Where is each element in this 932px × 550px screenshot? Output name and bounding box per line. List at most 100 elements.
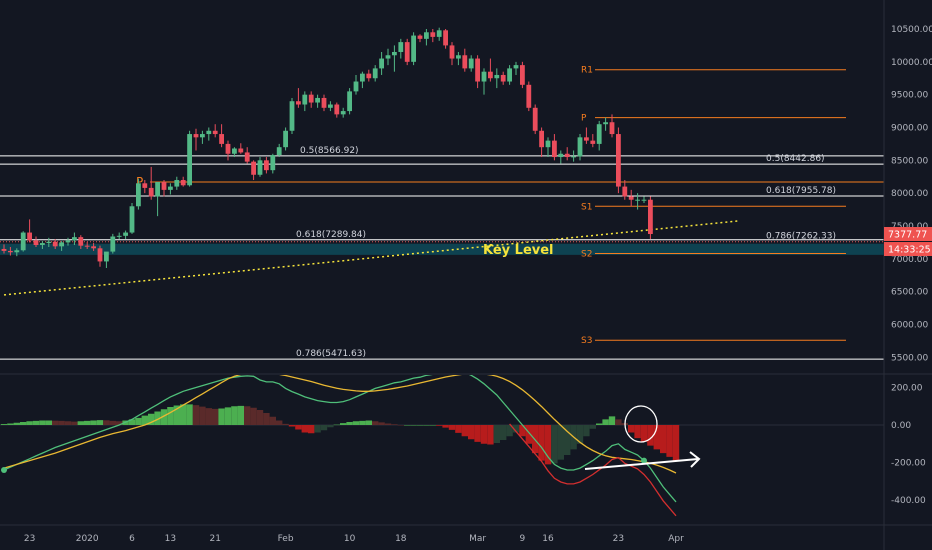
candle-body[interactable]: [500, 74, 506, 82]
price-axis[interactable]: 10500.00 10000.00 9500.00 9000.00 8500.00 800…: [884, 25, 932, 363]
candle-body[interactable]: [65, 240, 71, 243]
candle-body[interactable]: [494, 74, 500, 79]
candle-body[interactable]: [174, 180, 180, 187]
candle-body[interactable]: [72, 237, 77, 241]
candle-body[interactable]: [596, 124, 602, 144]
candle-body[interactable]: [398, 42, 404, 52]
candle-body[interactable]: [251, 161, 256, 175]
candle-body[interactable]: [616, 134, 621, 187]
candle-body[interactable]: [622, 186, 628, 197]
candle-body[interactable]: [84, 245, 90, 247]
candle-body[interactable]: [78, 237, 84, 246]
candle-body[interactable]: [104, 251, 109, 262]
candle-body[interactable]: [302, 94, 308, 105]
candle-body[interactable]: [148, 187, 154, 197]
time-axis[interactable]: 23 2020 6 13 21 Feb 10 18 Mar 9 16 23 Apr: [24, 534, 684, 544]
candle-body[interactable]: [648, 199, 653, 235]
candle-body[interactable]: [449, 45, 455, 59]
candle-body[interactable]: [468, 58, 474, 69]
candle-body[interactable]: [193, 134, 199, 138]
candle-body[interactable]: [142, 183, 148, 188]
candle-body[interactable]: [603, 122, 608, 125]
candle-body[interactable]: [40, 243, 45, 246]
candle-body[interactable]: [212, 130, 218, 135]
candle-body[interactable]: [532, 107, 538, 131]
candle-body[interactable]: [404, 42, 410, 62]
candle-body[interactable]: [436, 30, 442, 37]
candle-body[interactable]: [456, 55, 461, 59]
candle-body[interactable]: [283, 130, 288, 148]
candle-body[interactable]: [315, 97, 320, 103]
candle-body[interactable]: [366, 73, 372, 79]
candle-body[interactable]: [244, 152, 250, 162]
candle-body[interactable]: [46, 241, 52, 244]
candle-body[interactable]: [161, 181, 167, 190]
candle-body[interactable]: [481, 71, 487, 82]
candle-body[interactable]: [200, 134, 205, 138]
candle-body[interactable]: [545, 140, 551, 148]
candle-body[interactable]: [552, 140, 557, 158]
candle-body[interactable]: [539, 130, 544, 148]
candle-body[interactable]: [443, 30, 448, 46]
candle-body[interactable]: [353, 81, 359, 92]
candle-body[interactable]: [635, 199, 640, 201]
candle-body[interactable]: [411, 35, 416, 62]
candle-body[interactable]: [334, 104, 340, 115]
candle-body[interactable]: [52, 241, 58, 247]
candle-body[interactable]: [91, 246, 96, 249]
candle-body[interactable]: [321, 97, 327, 108]
candle-body[interactable]: [59, 242, 64, 247]
price-pane[interactable]: 0.5(8566.92) 0.618(7289.84) 0.786(5471.63)…: [0, 27, 884, 360]
candle-body[interactable]: [116, 235, 122, 237]
candle-body[interactable]: [20, 232, 26, 251]
candle-body[interactable]: [232, 148, 237, 154]
candle-body[interactable]: [360, 73, 365, 82]
candle-body[interactable]: [289, 101, 295, 131]
candle-body[interactable]: [628, 196, 634, 200]
candle-body[interactable]: [97, 248, 103, 262]
candle-body[interactable]: [641, 199, 647, 201]
oscillator-axis[interactable]: 200.00 0.00 -200.00 -400.00: [891, 384, 926, 507]
candle-body[interactable]: [27, 232, 32, 241]
oscillator-pane[interactable]: [0, 372, 884, 517]
candle-body[interactable]: [129, 206, 135, 233]
candle-body[interactable]: [462, 55, 468, 69]
candle-body[interactable]: [571, 156, 576, 158]
candle-body[interactable]: [136, 183, 141, 207]
candle-body[interactable]: [488, 71, 493, 79]
candle-body[interactable]: [168, 186, 173, 190]
candle-body[interactable]: [609, 122, 615, 135]
candle-body[interactable]: [187, 134, 192, 186]
candle-body[interactable]: [558, 153, 564, 158]
candle-body[interactable]: [424, 32, 429, 39]
candle-body[interactable]: [308, 94, 314, 103]
candle-body[interactable]: [33, 240, 39, 246]
candle-body[interactable]: [577, 137, 583, 157]
candle-body[interactable]: [379, 58, 384, 69]
candle-body[interactable]: [372, 68, 378, 79]
candle-body[interactable]: [123, 232, 128, 236]
candle-body[interactable]: [1, 248, 7, 251]
candle-body[interactable]: [385, 55, 391, 59]
candle-body[interactable]: [430, 32, 436, 37]
candle-body[interactable]: [225, 143, 231, 154]
candle-body[interactable]: [14, 250, 20, 253]
candle-body[interactable]: [513, 65, 519, 69]
candle-body[interactable]: [526, 84, 532, 108]
candle-body[interactable]: [347, 91, 352, 112]
candle-body[interactable]: [340, 111, 346, 115]
candle-body[interactable]: [219, 134, 224, 144]
candle-body[interactable]: [564, 153, 570, 158]
candle-body[interactable]: [276, 147, 282, 156]
candle-body[interactable]: [238, 148, 244, 153]
candle-body[interactable]: [392, 51, 397, 56]
candle-body[interactable]: [180, 180, 186, 186]
candle-body[interactable]: [584, 137, 589, 141]
candle-body[interactable]: [264, 160, 269, 171]
candle-body[interactable]: [475, 58, 480, 82]
candle-body[interactable]: [507, 68, 512, 82]
candle-body[interactable]: [206, 130, 212, 135]
candle-body[interactable]: [296, 101, 301, 105]
candle-body[interactable]: [270, 155, 276, 171]
